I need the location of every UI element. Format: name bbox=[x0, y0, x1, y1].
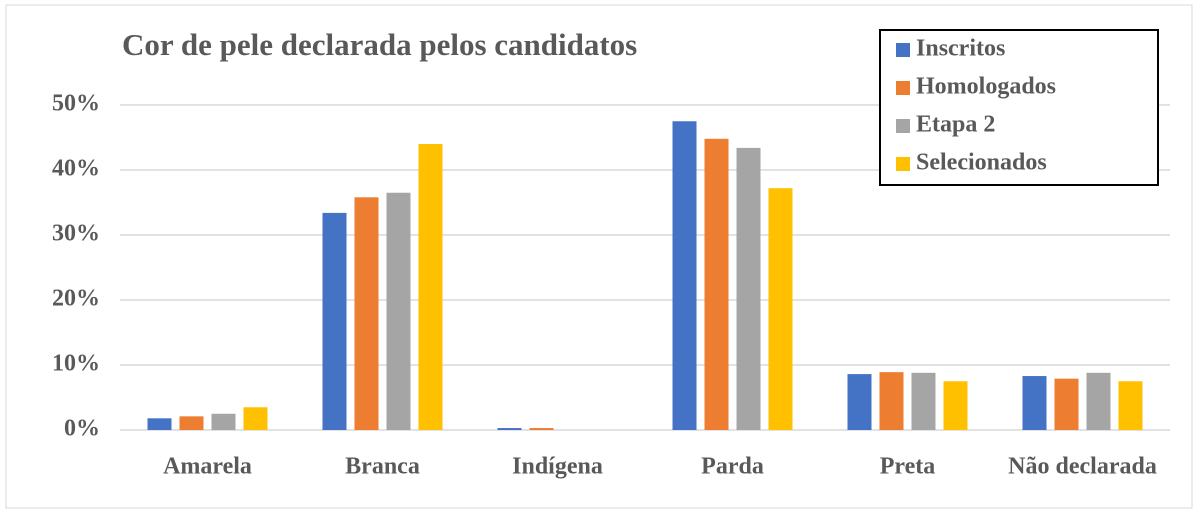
bar bbox=[847, 374, 872, 430]
legend-label: Selecionados bbox=[916, 150, 1047, 176]
bar bbox=[418, 144, 443, 430]
legend-label: Etapa 2 bbox=[916, 112, 995, 138]
bar bbox=[736, 147, 761, 430]
y-tick-label: 40% bbox=[52, 156, 100, 182]
bar bbox=[243, 407, 268, 430]
bar bbox=[386, 192, 411, 430]
y-tick-label: 20% bbox=[52, 286, 100, 312]
x-tick-label: Preta bbox=[880, 454, 936, 480]
legend-swatch bbox=[896, 157, 910, 171]
y-tick-label: 30% bbox=[52, 221, 100, 247]
bar bbox=[147, 418, 172, 430]
bar bbox=[322, 212, 347, 430]
bar bbox=[354, 197, 379, 430]
bar bbox=[704, 138, 729, 431]
legend-swatch bbox=[896, 43, 910, 57]
x-tick-label: Indígena bbox=[512, 454, 603, 480]
x-tick-label: Branca bbox=[345, 454, 420, 480]
bar bbox=[943, 381, 968, 430]
y-tick-label: 10% bbox=[52, 351, 100, 377]
bar bbox=[879, 372, 904, 430]
bar bbox=[1054, 378, 1079, 430]
legend-label: Homologados bbox=[916, 74, 1056, 100]
bar bbox=[672, 121, 697, 430]
legend-label: Inscritos bbox=[916, 36, 1005, 62]
bar bbox=[211, 413, 236, 430]
bar bbox=[529, 428, 554, 430]
legend-swatch bbox=[896, 119, 910, 133]
x-tick-label: Não declarada bbox=[1008, 454, 1157, 480]
x-tick-label: Parda bbox=[701, 454, 764, 480]
bar bbox=[768, 188, 793, 430]
bar bbox=[179, 416, 204, 430]
bar bbox=[1022, 376, 1047, 430]
bar bbox=[497, 428, 522, 430]
bar bbox=[1086, 372, 1111, 430]
y-tick-label: 0% bbox=[64, 416, 100, 442]
y-tick-label: 50% bbox=[52, 91, 100, 117]
x-tick-label: Amarela bbox=[163, 454, 252, 480]
chart-title: Cor de pele declarada pelos candidatos bbox=[122, 27, 637, 62]
bar bbox=[1118, 381, 1143, 430]
bar bbox=[911, 372, 936, 430]
legend-box bbox=[879, 29, 1159, 186]
legend-swatch bbox=[896, 81, 910, 95]
